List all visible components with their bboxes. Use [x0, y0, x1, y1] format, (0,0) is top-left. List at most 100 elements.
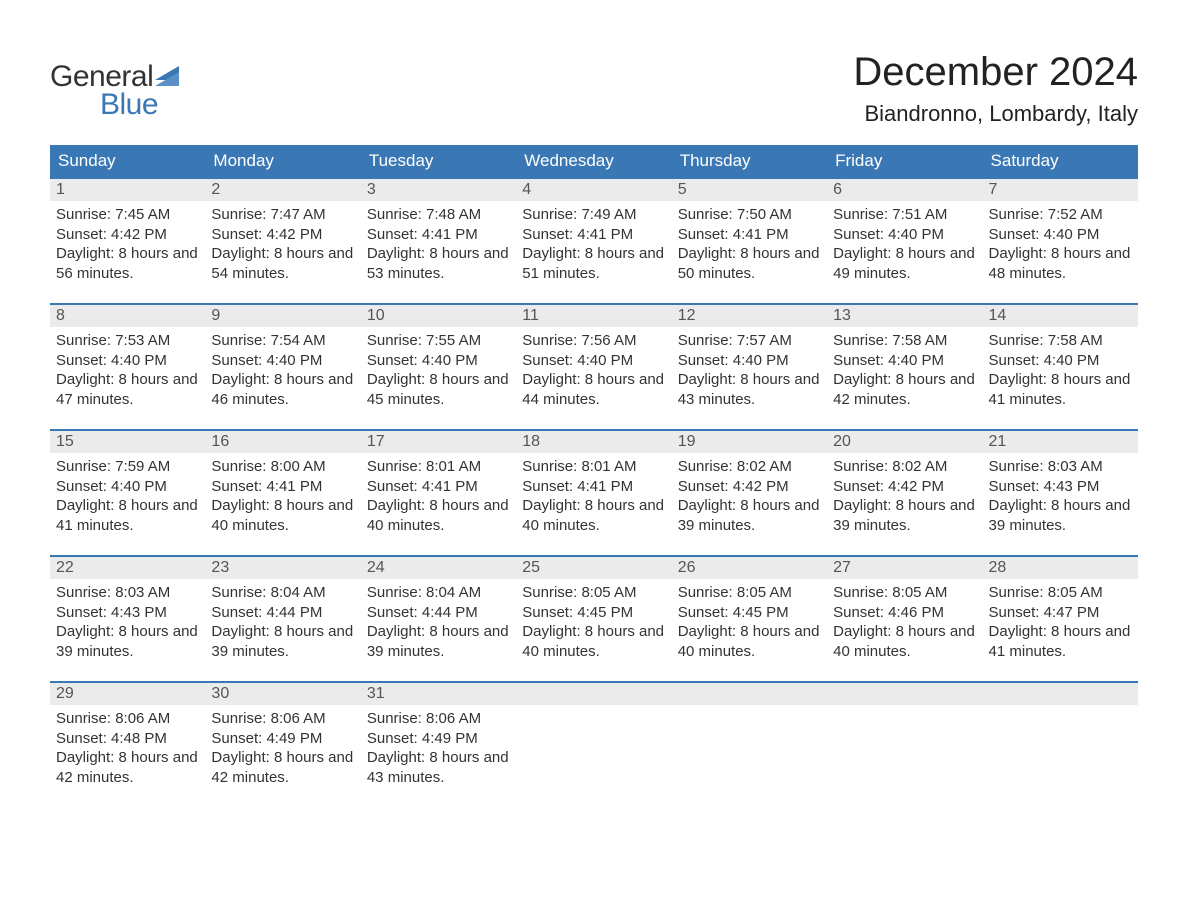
- daylight-line: Daylight: 8 hours and 39 minutes.: [211, 622, 354, 661]
- day-cell: 13Sunrise: 7:58 AMSunset: 4:40 PMDayligh…: [827, 304, 982, 430]
- title-block: December 2024 Biandronno, Lombardy, Ital…: [853, 50, 1138, 127]
- daylight-line: Daylight: 8 hours and 39 minutes.: [678, 496, 821, 535]
- day-cell: 25Sunrise: 8:05 AMSunset: 4:45 PMDayligh…: [516, 556, 671, 682]
- day-number: 8: [50, 305, 205, 327]
- day-details: Sunrise: 8:06 AMSunset: 4:49 PMDaylight:…: [361, 705, 516, 787]
- sunrise-line: Sunrise: 7:50 AM: [678, 205, 821, 225]
- day-cell: 29Sunrise: 8:06 AMSunset: 4:48 PMDayligh…: [50, 682, 205, 808]
- daylight-line: Daylight: 8 hours and 40 minutes.: [522, 622, 665, 661]
- day-number: 6: [827, 179, 982, 201]
- sunset-line: Sunset: 4:40 PM: [989, 225, 1132, 245]
- sunrise-line: Sunrise: 7:51 AM: [833, 205, 976, 225]
- sunrise-line: Sunrise: 8:05 AM: [989, 583, 1132, 603]
- day-number: 9: [205, 305, 360, 327]
- day-number: 16: [205, 431, 360, 453]
- sunrise-line: Sunrise: 8:06 AM: [367, 709, 510, 729]
- day-number: 5: [672, 179, 827, 201]
- day-cell: 15Sunrise: 7:59 AMSunset: 4:40 PMDayligh…: [50, 430, 205, 556]
- sunrise-line: Sunrise: 7:58 AM: [989, 331, 1132, 351]
- day-details: Sunrise: 7:55 AMSunset: 4:40 PMDaylight:…: [361, 327, 516, 409]
- daylight-line: Daylight: 8 hours and 39 minutes.: [367, 622, 510, 661]
- day-details: Sunrise: 8:05 AMSunset: 4:45 PMDaylight:…: [516, 579, 671, 661]
- sunset-line: Sunset: 4:40 PM: [989, 351, 1132, 371]
- day-cell: 18Sunrise: 8:01 AMSunset: 4:41 PMDayligh…: [516, 430, 671, 556]
- month-title: December 2024: [853, 50, 1138, 95]
- sunrise-line: Sunrise: 7:52 AM: [989, 205, 1132, 225]
- daylight-line: Daylight: 8 hours and 43 minutes.: [678, 370, 821, 409]
- day-cell: 17Sunrise: 8:01 AMSunset: 4:41 PMDayligh…: [361, 430, 516, 556]
- day-cell: 9 Sunrise: 7:54 AMSunset: 4:40 PMDaylight…: [205, 304, 360, 430]
- day-cell: 24Sunrise: 8:04 AMSunset: 4:44 PMDayligh…: [361, 556, 516, 682]
- day-number: 29: [50, 683, 205, 705]
- day-number: 26: [672, 557, 827, 579]
- sunrise-line: Sunrise: 8:02 AM: [678, 457, 821, 477]
- sunrise-line: Sunrise: 8:01 AM: [522, 457, 665, 477]
- day-details: Sunrise: 7:56 AMSunset: 4:40 PMDaylight:…: [516, 327, 671, 409]
- day-details: Sunrise: 8:01 AMSunset: 4:41 PMDaylight:…: [361, 453, 516, 535]
- day-number: 17: [361, 431, 516, 453]
- sunrise-line: Sunrise: 7:58 AM: [833, 331, 976, 351]
- day-cell: 6Sunrise: 7:51 AMSunset: 4:40 PMDaylight…: [827, 178, 982, 304]
- day-number: 10: [361, 305, 516, 327]
- daylight-line: Daylight: 8 hours and 53 minutes.: [367, 244, 510, 283]
- day-cell: 28Sunrise: 8:05 AMSunset: 4:47 PMDayligh…: [983, 556, 1138, 682]
- day-details: Sunrise: 7:48 AMSunset: 4:41 PMDaylight:…: [361, 201, 516, 283]
- day-details: Sunrise: 8:04 AMSunset: 4:44 PMDaylight:…: [361, 579, 516, 661]
- col-saturday: Saturday: [983, 145, 1138, 178]
- sunset-line: Sunset: 4:40 PM: [833, 351, 976, 371]
- day-details: Sunrise: 8:02 AMSunset: 4:42 PMDaylight:…: [827, 453, 982, 535]
- day-number: 15: [50, 431, 205, 453]
- daylight-line: Daylight: 8 hours and 56 minutes.: [56, 244, 199, 283]
- day-details: Sunrise: 7:47 AMSunset: 4:42 PMDaylight:…: [205, 201, 360, 283]
- sunset-line: Sunset: 4:49 PM: [367, 729, 510, 749]
- day-cell: 7Sunrise: 7:52 AMSunset: 4:40 PMDaylight…: [983, 178, 1138, 304]
- daylight-line: Daylight: 8 hours and 46 minutes.: [211, 370, 354, 409]
- sunset-line: Sunset: 4:49 PM: [211, 729, 354, 749]
- page-header: General Blue December 2024 Biandronno, L…: [50, 50, 1138, 127]
- day-number: 11: [516, 305, 671, 327]
- sunrise-line: Sunrise: 8:04 AM: [367, 583, 510, 603]
- col-friday: Friday: [827, 145, 982, 178]
- sunset-line: Sunset: 4:42 PM: [56, 225, 199, 245]
- day-cell: 12Sunrise: 7:57 AMSunset: 4:40 PMDayligh…: [672, 304, 827, 430]
- sunrise-line: Sunrise: 8:05 AM: [833, 583, 976, 603]
- day-details: Sunrise: 8:02 AMSunset: 4:42 PMDaylight:…: [672, 453, 827, 535]
- sunset-line: Sunset: 4:48 PM: [56, 729, 199, 749]
- day-details: Sunrise: 7:45 AMSunset: 4:42 PMDaylight:…: [50, 201, 205, 283]
- sunset-line: Sunset: 4:40 PM: [211, 351, 354, 371]
- sunrise-line: Sunrise: 8:01 AM: [367, 457, 510, 477]
- day-number: 20: [827, 431, 982, 453]
- day-details: Sunrise: 8:03 AMSunset: 4:43 PMDaylight:…: [50, 579, 205, 661]
- daylight-line: Daylight: 8 hours and 39 minutes.: [989, 496, 1132, 535]
- sunset-line: Sunset: 4:41 PM: [522, 225, 665, 245]
- day-number: 30: [205, 683, 360, 705]
- day-cell: 14Sunrise: 7:58 AMSunset: 4:40 PMDayligh…: [983, 304, 1138, 430]
- day-cell: [983, 682, 1138, 808]
- day-details: Sunrise: 8:06 AMSunset: 4:49 PMDaylight:…: [205, 705, 360, 787]
- day-number: 22: [50, 557, 205, 579]
- sunset-line: Sunset: 4:47 PM: [989, 603, 1132, 623]
- day-cell: 1Sunrise: 7:45 AMSunset: 4:42 PMDaylight…: [50, 178, 205, 304]
- day-cell: 3Sunrise: 7:48 AMSunset: 4:41 PMDaylight…: [361, 178, 516, 304]
- day-number: 27: [827, 557, 982, 579]
- day-number: 21: [983, 431, 1138, 453]
- sunrise-line: Sunrise: 7:54 AM: [211, 331, 354, 351]
- day-number: 4: [516, 179, 671, 201]
- col-monday: Monday: [205, 145, 360, 178]
- daylight-line: Daylight: 8 hours and 41 minutes.: [56, 496, 199, 535]
- day-cell: 11Sunrise: 7:56 AMSunset: 4:40 PMDayligh…: [516, 304, 671, 430]
- day-cell: 2Sunrise: 7:47 AMSunset: 4:42 PMDaylight…: [205, 178, 360, 304]
- day-details: Sunrise: 8:05 AMSunset: 4:45 PMDaylight:…: [672, 579, 827, 661]
- sunrise-line: Sunrise: 8:03 AM: [56, 583, 199, 603]
- col-tuesday: Tuesday: [361, 145, 516, 178]
- sunset-line: Sunset: 4:42 PM: [833, 477, 976, 497]
- day-number: 19: [672, 431, 827, 453]
- sunrise-line: Sunrise: 8:06 AM: [211, 709, 354, 729]
- sunset-line: Sunset: 4:41 PM: [367, 477, 510, 497]
- brand-logo: General Blue: [50, 50, 183, 122]
- day-number: 3: [361, 179, 516, 201]
- day-number: 14: [983, 305, 1138, 327]
- day-cell: [672, 682, 827, 808]
- day-details: Sunrise: 8:01 AMSunset: 4:41 PMDaylight:…: [516, 453, 671, 535]
- day-details: Sunrise: 8:05 AMSunset: 4:46 PMDaylight:…: [827, 579, 982, 661]
